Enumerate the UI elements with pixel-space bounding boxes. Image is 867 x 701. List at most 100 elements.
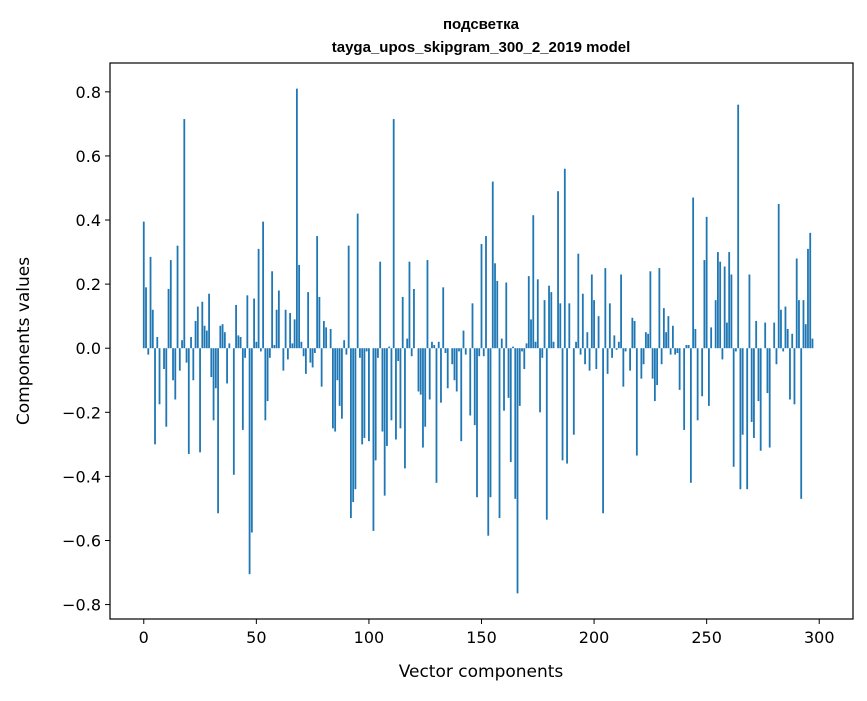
bar-component-1 [145, 287, 147, 348]
bar-component-71 [303, 348, 305, 356]
bar-component-243 [690, 348, 692, 483]
bar-component-70 [300, 342, 302, 348]
bar-component-26 [201, 302, 203, 348]
bar-component-164 [512, 347, 514, 349]
bar-component-163 [510, 348, 512, 462]
bar-component-5 [154, 348, 156, 444]
bar-component-119 [411, 348, 413, 356]
bar-component-63 [285, 310, 287, 348]
bar-component-104 [377, 348, 379, 358]
bar-component-57 [271, 271, 273, 348]
bar-component-278 [769, 348, 771, 447]
bar-component-19 [186, 348, 188, 362]
bar-component-177 [541, 348, 543, 358]
bar-component-30 [210, 348, 212, 377]
bar-component-244 [692, 198, 694, 349]
bar-component-264 [737, 105, 739, 349]
bar-component-15 [177, 246, 179, 349]
bars-group [143, 89, 814, 594]
bar-component-106 [382, 348, 384, 431]
bar-component-99 [366, 348, 368, 351]
bar-component-222 [643, 348, 645, 364]
bar-component-282 [778, 204, 780, 348]
bar-component-41 [235, 305, 237, 348]
bar-component-78 [318, 297, 320, 348]
bar-component-210 [616, 348, 618, 350]
bar-component-192 [575, 342, 577, 348]
bar-component-97 [361, 348, 363, 444]
bar-component-66 [291, 343, 293, 348]
bar-component-231 [663, 308, 665, 348]
bar-component-259 [726, 323, 728, 349]
bar-component-204 [602, 348, 604, 513]
bar-component-199 [591, 275, 593, 349]
bar-component-4 [152, 310, 154, 348]
bar-component-232 [665, 332, 667, 348]
bar-component-65 [289, 313, 291, 348]
bar-component-180 [548, 286, 550, 348]
bar-component-36 [224, 332, 226, 348]
bar-component-200 [593, 300, 595, 348]
bar-component-285 [785, 307, 787, 349]
y-tick-label: 0.8 [76, 83, 101, 102]
bar-component-54 [264, 348, 266, 420]
bar-component-219 [636, 348, 638, 455]
bar-component-115 [402, 297, 404, 348]
bar-component-167 [519, 348, 521, 406]
bar-component-113 [397, 348, 399, 361]
bar-component-20 [188, 348, 190, 454]
bar-component-59 [276, 310, 278, 348]
bar-component-11 [168, 289, 170, 348]
bar-component-129 [433, 345, 435, 348]
bar-component-240 [683, 348, 685, 430]
bar-component-261 [731, 275, 733, 349]
bar-component-159 [501, 339, 503, 349]
bar-component-198 [589, 348, 591, 370]
y-tick-label: −0.6 [62, 531, 101, 550]
bar-component-53 [262, 222, 264, 349]
bar-component-139 [456, 348, 458, 391]
bar-component-102 [373, 348, 375, 531]
bar-component-227 [654, 348, 656, 401]
bar-component-16 [179, 348, 181, 370]
bar-component-50 [255, 342, 257, 348]
bar-component-165 [514, 348, 516, 499]
bar-component-44 [242, 348, 244, 430]
bar-component-48 [251, 348, 253, 532]
bar-component-120 [413, 289, 415, 348]
bar-component-226 [652, 348, 654, 378]
bar-component-274 [760, 348, 762, 451]
bar-component-46 [246, 295, 248, 348]
bar-component-202 [598, 316, 600, 348]
bar-component-147 [474, 348, 476, 425]
bar-component-225 [649, 271, 651, 348]
bar-component-132 [440, 348, 442, 402]
bar-component-149 [478, 348, 480, 356]
bar-component-95 [357, 214, 359, 349]
bar-component-207 [609, 303, 611, 348]
bar-component-283 [780, 310, 782, 348]
bar-component-40 [233, 348, 235, 475]
bar-component-162 [508, 348, 510, 398]
bar-component-158 [499, 348, 501, 518]
bar-component-7 [159, 348, 161, 404]
bar-component-294 [805, 324, 807, 348]
bar-component-88 [341, 348, 343, 419]
chart-title: подсветка [443, 16, 520, 33]
y-tick-label: −0.8 [62, 596, 101, 615]
x-axis-label: Vector components [399, 662, 564, 682]
bar-component-255 [717, 252, 719, 348]
y-tick-label: −0.4 [62, 467, 101, 486]
y-tick-label: 0.0 [76, 339, 101, 358]
bar-component-265 [740, 348, 742, 489]
bar-component-181 [550, 292, 552, 348]
bar-component-124 [422, 348, 424, 447]
x-tick-label: 200 [579, 628, 610, 647]
bar-component-170 [526, 343, 528, 348]
bar-component-266 [742, 348, 744, 435]
bar-component-33 [217, 348, 219, 513]
bar-component-152 [485, 236, 487, 348]
bar-component-22 [192, 348, 194, 380]
